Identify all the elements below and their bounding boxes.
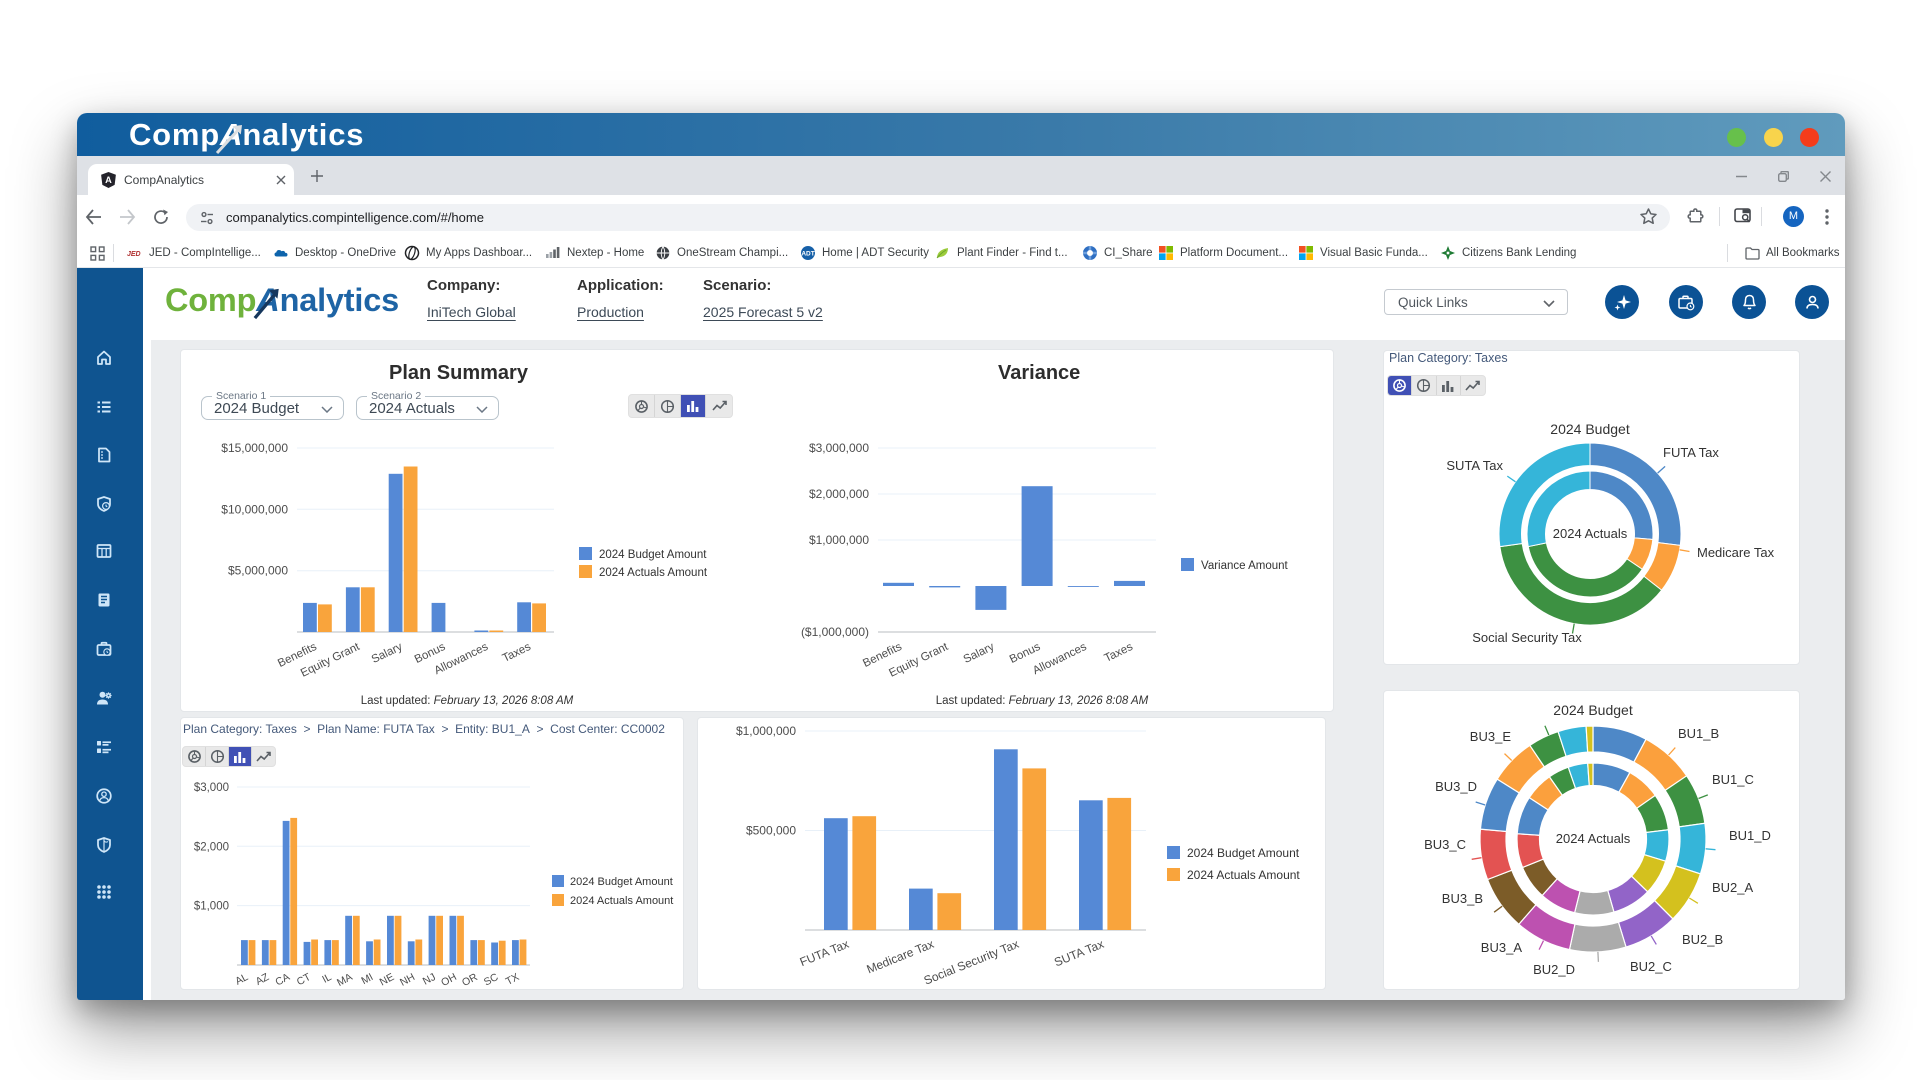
svg-text:$5,000,000: $5,000,000 (228, 564, 288, 578)
svg-text:$500,000: $500,000 (746, 824, 796, 838)
svg-text:TX: TX (504, 971, 521, 988)
svg-text:MI: MI (359, 971, 375, 987)
svg-text:$15,000,000: $15,000,000 (221, 441, 288, 455)
svg-text:$1,000,000: $1,000,000 (736, 724, 796, 738)
svg-text:BU2_B: BU2_B (1682, 932, 1723, 947)
svg-text:BU3_B: BU3_B (1442, 891, 1483, 906)
svg-text:$2,000,000: $2,000,000 (809, 487, 869, 501)
svg-text:2024 Budget Amount: 2024 Budget Amount (599, 549, 707, 561)
svg-text:AZ: AZ (254, 971, 272, 988)
svg-text:2024 Budget Amount: 2024 Budget Amount (570, 876, 673, 888)
svg-text:SUTA Tax: SUTA Tax (1446, 458, 1503, 473)
svg-text:2024 Budget: 2024 Budget (1553, 702, 1633, 718)
svg-text:($1,000,000): ($1,000,000) (801, 625, 869, 639)
svg-text:BU3_A: BU3_A (1481, 940, 1523, 955)
svg-text:2024 Actuals Amount: 2024 Actuals Amount (1187, 868, 1300, 882)
svg-text:$1,000: $1,000 (194, 901, 229, 913)
svg-text:Social Security Tax: Social Security Tax (1472, 630, 1582, 645)
svg-text:BU2_A: BU2_A (1712, 880, 1754, 895)
svg-text:BU1_B: BU1_B (1678, 726, 1719, 741)
svg-text:BU2_D: BU2_D (1533, 962, 1575, 977)
svg-text:$2,000: $2,000 (194, 841, 229, 853)
svg-text:Last updated: February 13, 202: Last updated: February 13, 2026 8:08 AM (936, 695, 1149, 707)
svg-text:2024 Budget Amount: 2024 Budget Amount (1187, 846, 1300, 860)
svg-text:$3,000,000: $3,000,000 (809, 441, 869, 455)
svg-text:Medicare Tax: Medicare Tax (1697, 545, 1775, 560)
svg-text:BU3_D: BU3_D (1435, 779, 1477, 794)
svg-text:$10,000,000: $10,000,000 (221, 502, 288, 516)
svg-text:2024 Actuals Amount: 2024 Actuals Amount (570, 895, 673, 907)
svg-text:BU3_E: BU3_E (1470, 729, 1512, 744)
svg-text:2024 Actuals: 2024 Actuals (1556, 831, 1631, 846)
svg-text:NJ: NJ (421, 971, 438, 988)
svg-text:BU1_D: BU1_D (1729, 828, 1771, 843)
svg-text:2024 Actuals: 2024 Actuals (1553, 526, 1628, 541)
svg-text:JED: JED (127, 251, 141, 258)
svg-text:2024 Budget: 2024 Budget (1550, 421, 1630, 437)
svg-text:$3,000: $3,000 (194, 782, 229, 794)
svg-text:Variance Amount: Variance Amount (1201, 560, 1289, 572)
svg-text:$1,000,000: $1,000,000 (809, 533, 869, 547)
svg-text:AL: AL (233, 971, 250, 988)
svg-text:BU3_C: BU3_C (1424, 837, 1466, 852)
svg-text:ADT: ADT (801, 251, 814, 258)
svg-text:FUTA Tax: FUTA Tax (1663, 445, 1719, 460)
svg-text:BU2_C: BU2_C (1630, 959, 1672, 974)
svg-text:Last updated: February 13, 202: Last updated: February 13, 2026 8:08 AM (361, 695, 574, 707)
svg-text:A: A (105, 175, 112, 185)
svg-text:2024 Actuals Amount: 2024 Actuals Amount (599, 567, 708, 579)
svg-text:BU1_C: BU1_C (1712, 772, 1754, 787)
